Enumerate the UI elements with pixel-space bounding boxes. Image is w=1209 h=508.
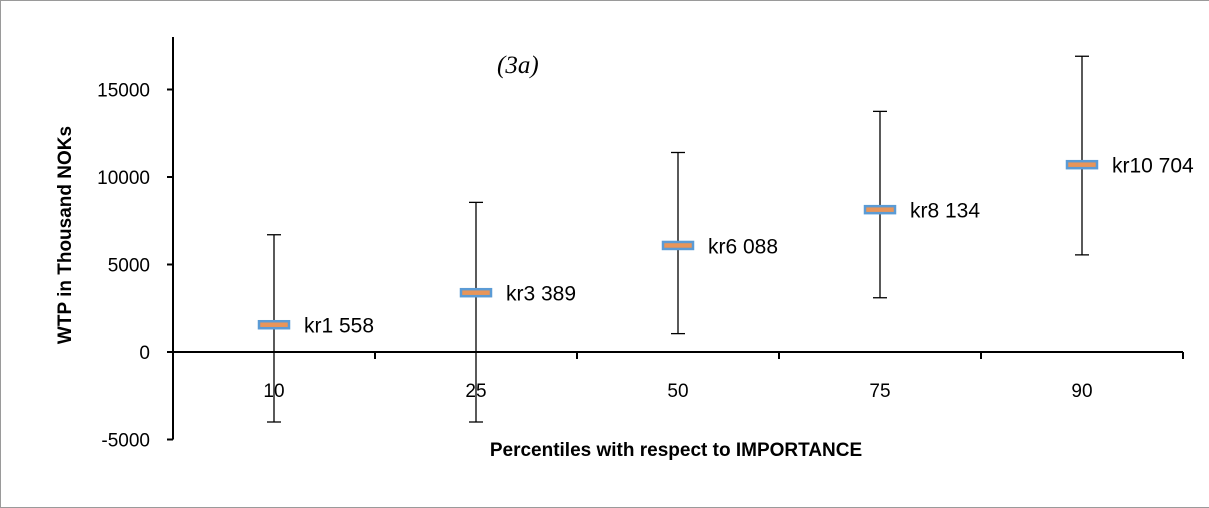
y-tick-label: 15000 bbox=[97, 81, 150, 102]
marker-90 bbox=[1065, 159, 1099, 170]
markers bbox=[257, 159, 1099, 330]
y-tick-label: 10000 bbox=[97, 168, 150, 189]
x-tick-label: 90 bbox=[1071, 381, 1092, 402]
y-tick-label: 0 bbox=[139, 343, 150, 364]
data-labels: kr1 558 kr3 389 kr6 088 kr8 134 kr10 704 bbox=[304, 155, 1194, 338]
marker-50 bbox=[661, 240, 695, 251]
marker-25 bbox=[459, 287, 493, 298]
x-tick-label: 50 bbox=[667, 381, 688, 402]
chart-title: (3a) bbox=[497, 52, 539, 79]
data-label-25: kr3 389 bbox=[506, 283, 576, 306]
data-label-90: kr10 704 bbox=[1112, 155, 1194, 178]
data-label-10: kr1 558 bbox=[304, 315, 374, 338]
error-bars bbox=[267, 55, 1089, 423]
x-tick-label: 75 bbox=[869, 381, 890, 402]
y-tick-label: -5000 bbox=[101, 431, 150, 452]
y-tick-label: 5000 bbox=[108, 256, 150, 277]
marker-10 bbox=[257, 319, 291, 330]
data-label-75: kr8 134 bbox=[910, 200, 980, 223]
y-axis-title: WTP in Thousand NOKs bbox=[55, 126, 76, 344]
marker-75 bbox=[863, 204, 897, 215]
x-axis-title: Percentiles with respect to IMPORTANCE bbox=[490, 440, 862, 461]
data-label-50: kr6 088 bbox=[708, 235, 778, 258]
